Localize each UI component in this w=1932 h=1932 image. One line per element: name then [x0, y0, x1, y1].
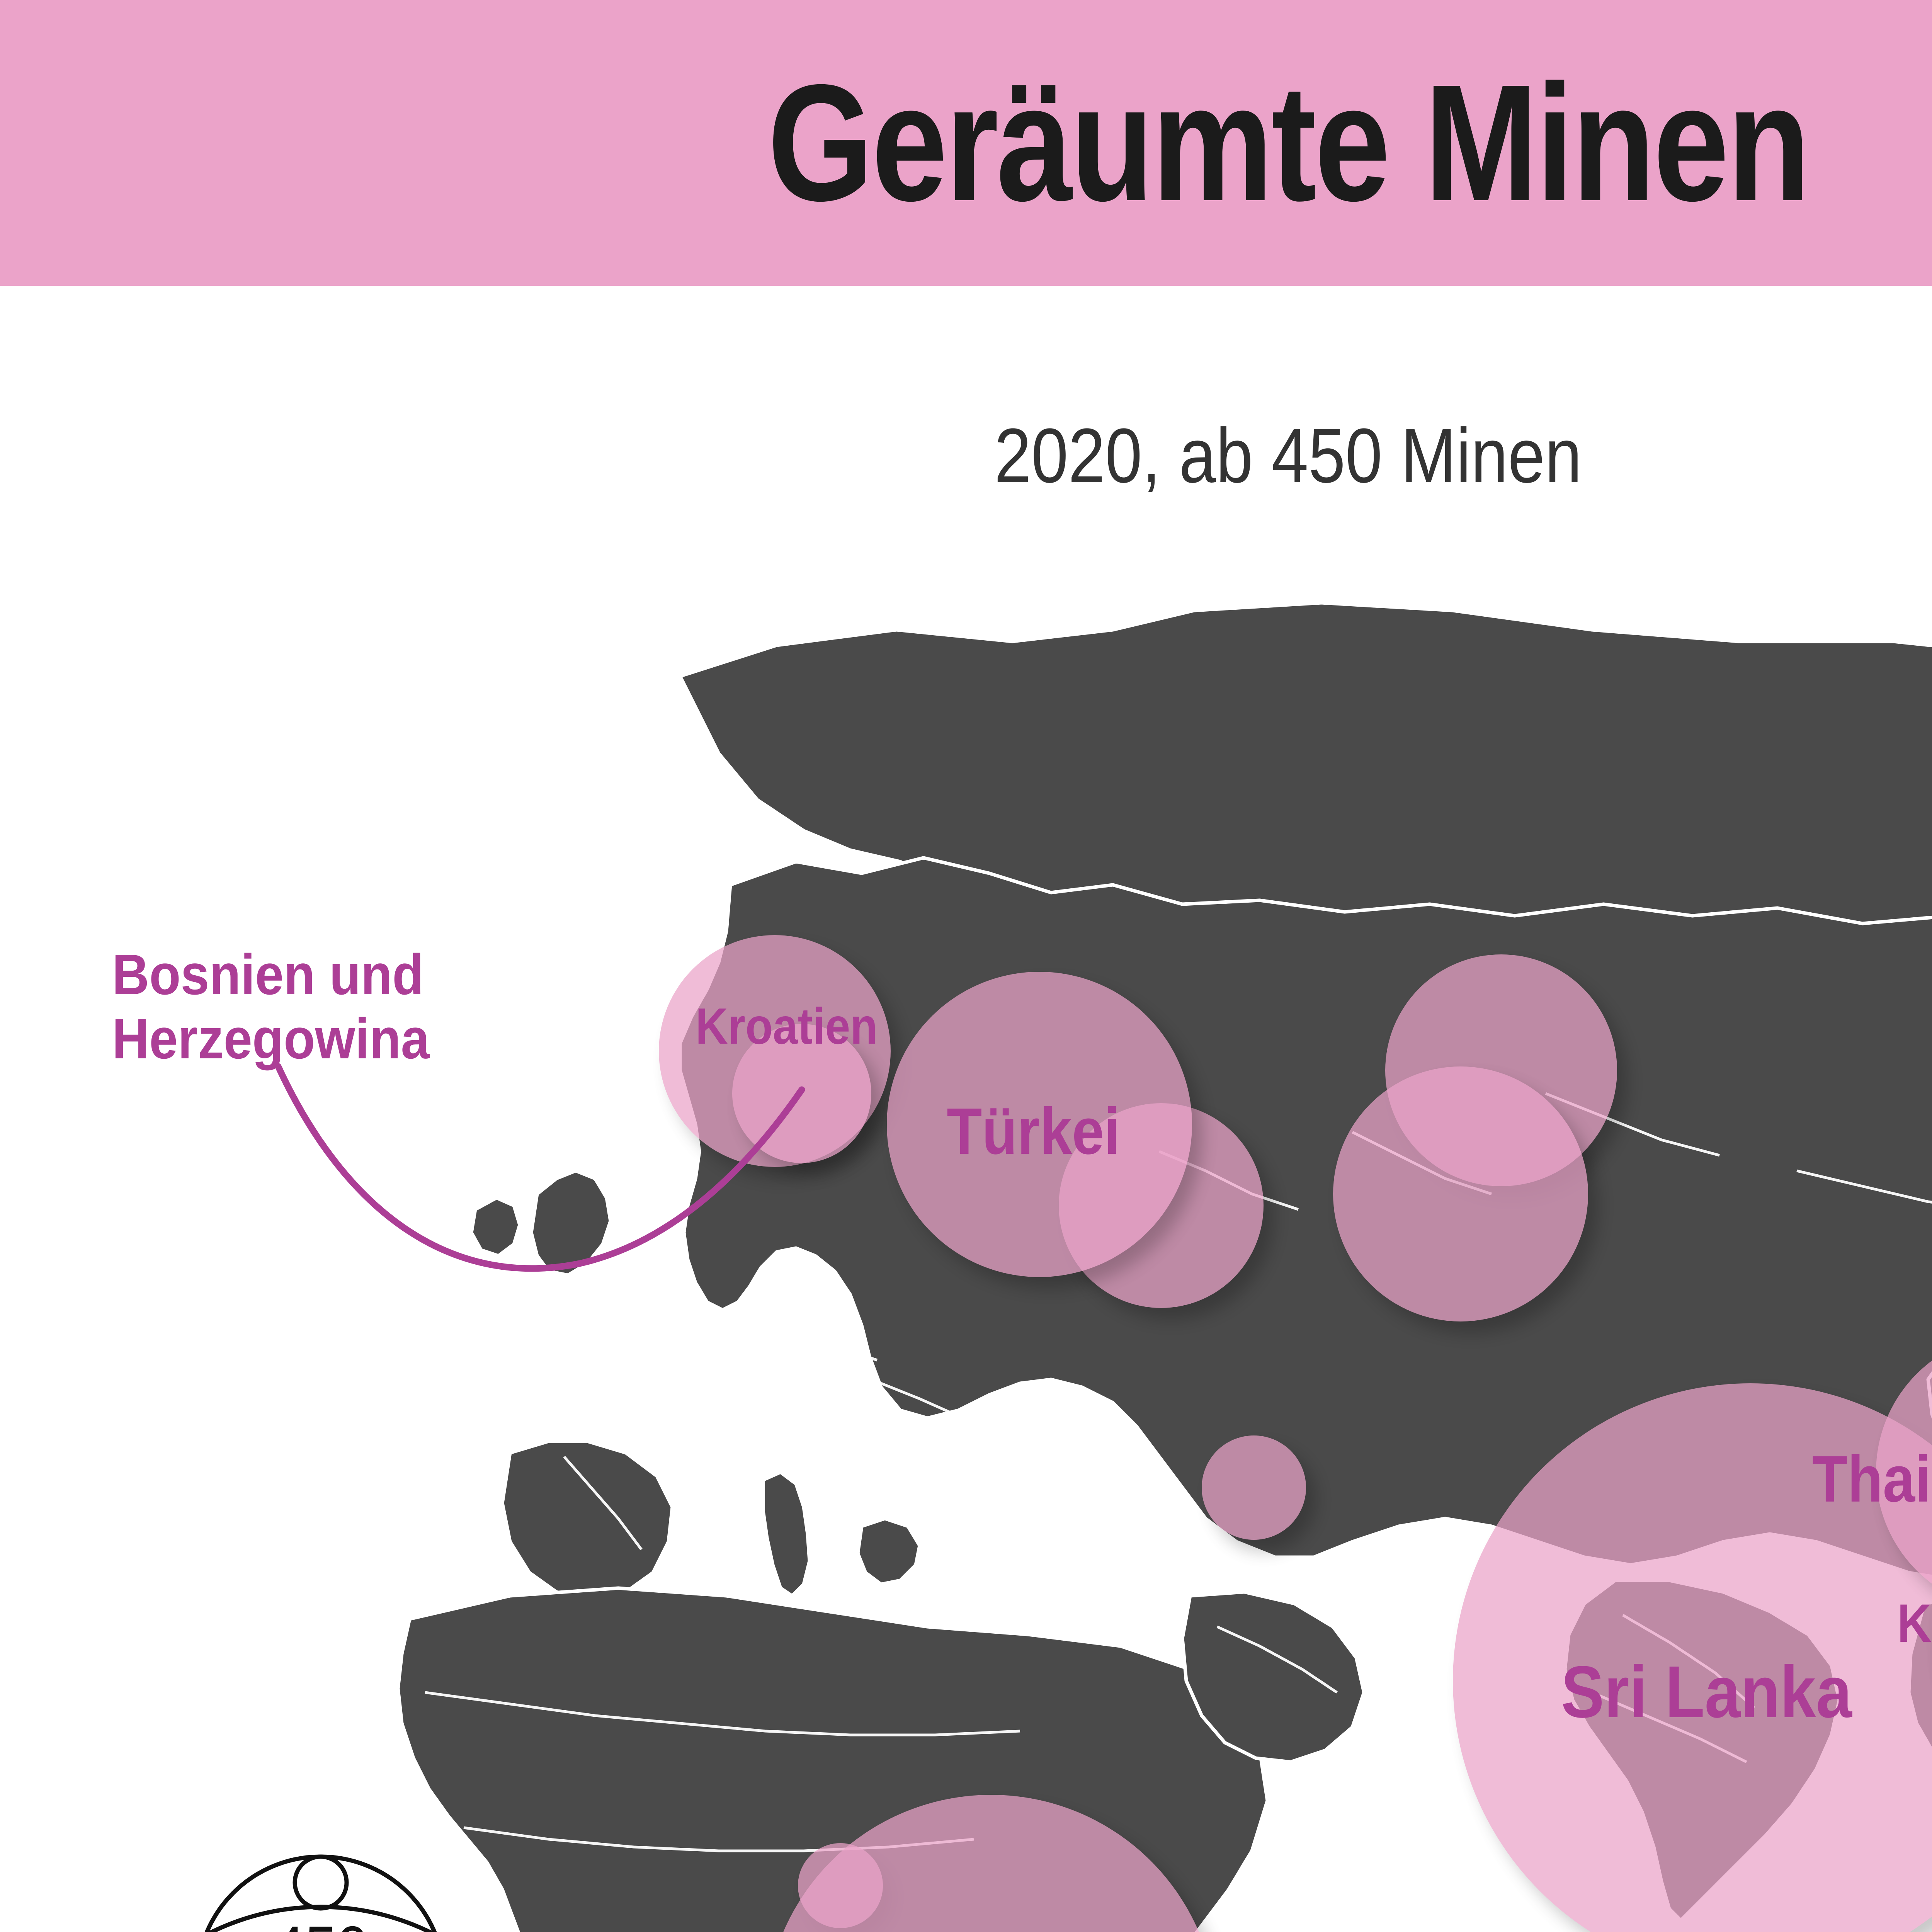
annotation-bosnien-herzegowina: Bosnien und Herzegowina — [112, 943, 430, 1071]
legend-label-450: 450 — [96, 1917, 545, 1932]
page-title: Geräumte Minen — [767, 50, 1811, 236]
header-banner: Geräumte Minen — [0, 0, 1932, 286]
subtitle: 2020, ab 450 Minen — [994, 413, 1582, 499]
bubble-unlabeled-yemen — [1202, 1435, 1306, 1540]
legend-circle-small — [293, 1854, 349, 1911]
world-map: Kroatien Türkei Sri Lanka Thailand Kambo… — [0, 514, 1932, 1932]
annotation-line-2: Herzegowina — [112, 1007, 430, 1071]
legend: 450 10.000 43.157 — [66, 1766, 576, 1932]
bubble-bosnien-herzegowina — [732, 1024, 871, 1163]
annotation-line-1: Bosnien und — [112, 943, 424, 1007]
bubble-unlabeled-afghanistan — [1333, 1066, 1588, 1321]
bubble-tuerkei — [887, 972, 1192, 1277]
legend-circles — [204, 1854, 437, 1932]
